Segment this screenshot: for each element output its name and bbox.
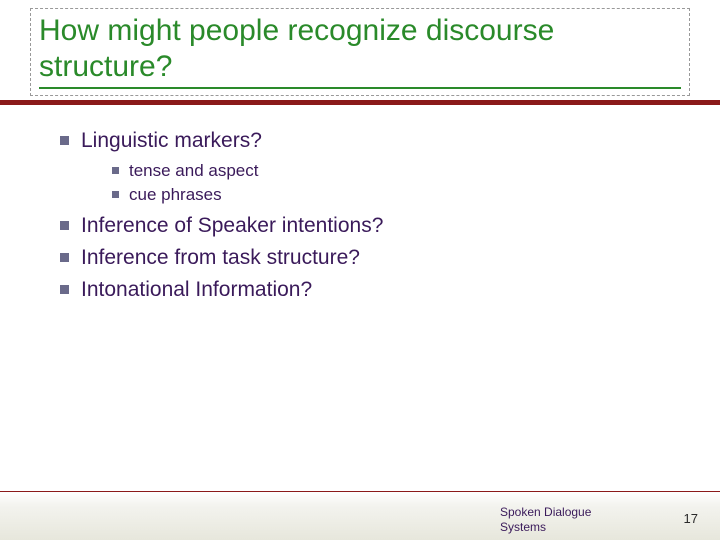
square-bullet-icon <box>60 221 69 230</box>
list-item: Linguistic markers? <box>60 128 660 154</box>
sub-list: tense and aspect cue phrases <box>112 160 660 205</box>
list-item: cue phrases <box>112 184 660 205</box>
content-area: Linguistic markers? tense and aspect cue… <box>60 128 660 310</box>
title-container: How might people recognize discourse str… <box>30 8 690 96</box>
list-item-label: Inference from task structure? <box>81 245 360 271</box>
slide-title: How might people recognize discourse str… <box>39 13 681 89</box>
list-item: tense and aspect <box>112 160 660 181</box>
list-item: Inference of Speaker intentions? <box>60 213 660 239</box>
slide: How might people recognize discourse str… <box>0 0 720 540</box>
list-item: Inference from task structure? <box>60 245 660 271</box>
square-bullet-icon <box>112 191 119 198</box>
page-number: 17 <box>684 511 698 526</box>
list-item-label: tense and aspect <box>129 160 258 181</box>
list-item-label: Inference of Speaker intentions? <box>81 213 383 239</box>
square-bullet-icon <box>60 253 69 262</box>
square-bullet-icon <box>112 167 119 174</box>
divider-rule <box>0 100 720 105</box>
list-item: Intonational Information? <box>60 277 660 303</box>
list-item-label: Linguistic markers? <box>81 128 262 154</box>
square-bullet-icon <box>60 136 69 145</box>
list-item-label: Intonational Information? <box>81 277 312 303</box>
square-bullet-icon <box>60 285 69 294</box>
list-item-label: cue phrases <box>129 184 222 205</box>
footer-label: Spoken Dialogue Systems <box>500 505 630 534</box>
